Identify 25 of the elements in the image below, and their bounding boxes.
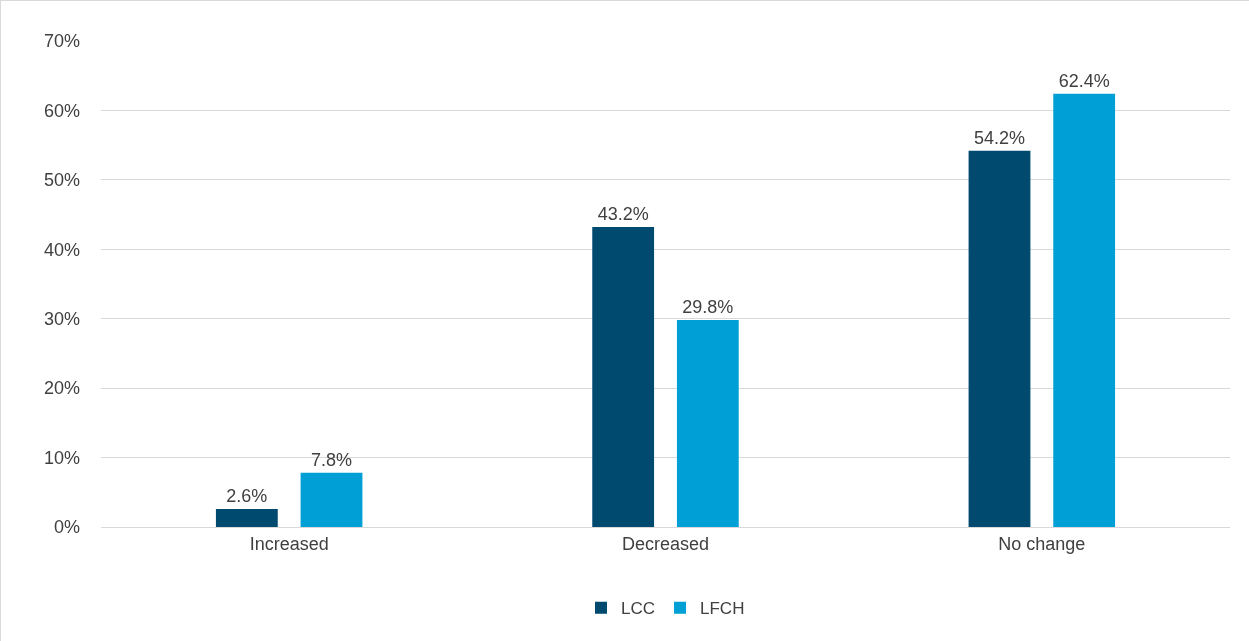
bar bbox=[592, 227, 655, 527]
legend-label: LFCH bbox=[700, 599, 745, 619]
data-label: 7.8% bbox=[310, 449, 353, 470]
data-label: 62.4% bbox=[1058, 70, 1110, 91]
data-label: 43.2% bbox=[597, 204, 649, 225]
y-tick-label: 70% bbox=[43, 31, 80, 52]
y-tick-label: 40% bbox=[43, 239, 80, 260]
bar bbox=[300, 472, 363, 527]
y-tick-label: 30% bbox=[43, 309, 80, 330]
y-tick-label: 50% bbox=[43, 170, 80, 191]
legend-label: LCC bbox=[621, 599, 656, 619]
data-label: 2.6% bbox=[226, 485, 268, 506]
y-tick-label: 20% bbox=[43, 378, 80, 399]
data-label: 54.2% bbox=[973, 127, 1026, 148]
data-label: 29.8% bbox=[682, 297, 734, 318]
y-tick-label: 10% bbox=[43, 447, 80, 468]
bar bbox=[676, 320, 739, 527]
y-tick-label: 60% bbox=[43, 100, 80, 121]
x-tick-label: Decreased bbox=[621, 533, 710, 554]
x-tick-label: Increased bbox=[249, 533, 329, 554]
x-tick-label: No change bbox=[998, 533, 1086, 554]
y-tick-label: 0% bbox=[53, 517, 80, 538]
bar bbox=[215, 508, 278, 527]
bar bbox=[968, 150, 1031, 527]
bar bbox=[1053, 93, 1116, 527]
